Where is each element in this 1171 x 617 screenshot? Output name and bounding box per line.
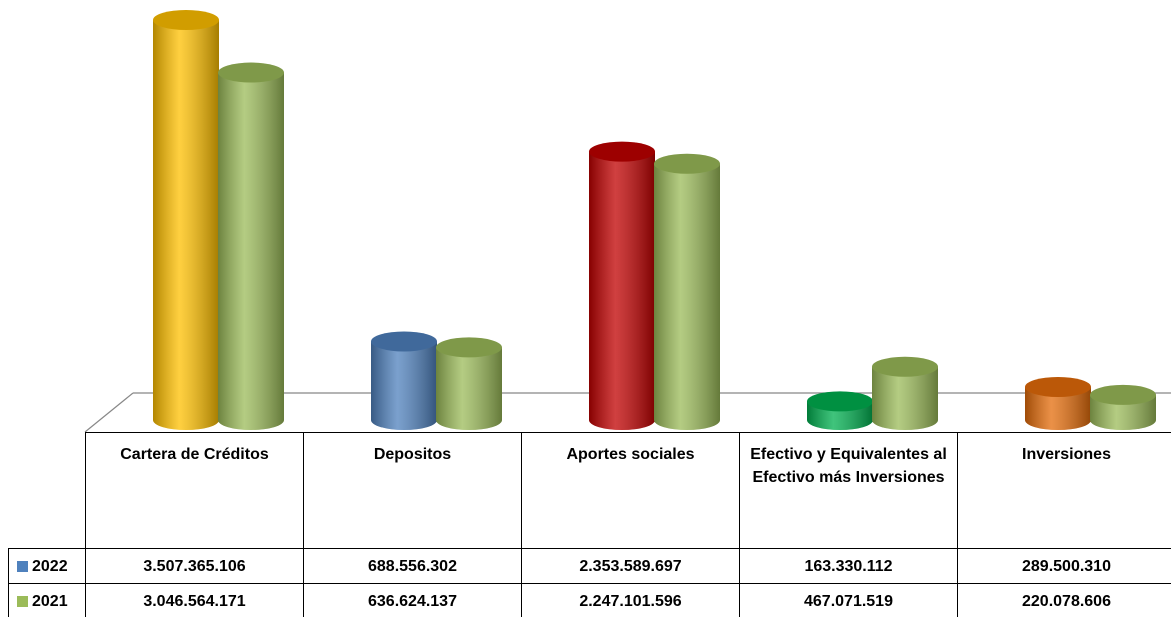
data-label: 3.507.365.106 bbox=[85, 548, 304, 584]
legend-label: 2021 bbox=[32, 592, 68, 610]
data-label: 220.078.606 bbox=[957, 583, 1171, 617]
legend-swatch bbox=[17, 560, 28, 572]
cylinder-top bbox=[1090, 384, 1156, 405]
cylinder-top bbox=[218, 62, 284, 83]
cylinder-top bbox=[371, 331, 437, 352]
cylinder-top bbox=[654, 153, 720, 174]
cylinder-top bbox=[1090, 384, 1156, 405]
category-label: Depositos bbox=[303, 432, 522, 549]
cylinder-top bbox=[371, 331, 437, 352]
cylinder-top bbox=[807, 391, 873, 412]
data-label: 2.247.101.596 bbox=[521, 583, 740, 617]
category-label: Efectivo y Equivalentes al Efectivo más … bbox=[739, 432, 958, 549]
cylinder bbox=[872, 356, 938, 430]
cylinder bbox=[436, 337, 502, 430]
cylinder-body bbox=[436, 347, 502, 420]
cylinder-body bbox=[589, 151, 655, 420]
cylinder-body bbox=[218, 72, 284, 421]
data-label: 467.071.519 bbox=[739, 583, 958, 617]
cylinder-body bbox=[654, 163, 720, 420]
legend-label: 2022 bbox=[32, 557, 68, 575]
cylinder-top bbox=[436, 337, 502, 358]
data-label: 289.500.310 bbox=[957, 548, 1171, 584]
cylinder-top bbox=[436, 337, 502, 358]
legend-entry: 2021 bbox=[8, 583, 86, 617]
cylinder bbox=[807, 391, 873, 430]
floor-edge bbox=[84, 392, 134, 433]
category-label: Aportes sociales bbox=[521, 432, 740, 549]
data-label: 163.330.112 bbox=[739, 548, 958, 584]
cylinder bbox=[371, 331, 437, 430]
legend-swatch bbox=[17, 595, 28, 607]
cylinder bbox=[218, 62, 284, 430]
cylinder bbox=[1090, 384, 1156, 430]
cylinder bbox=[654, 153, 720, 430]
cylinder-top bbox=[807, 391, 873, 412]
cylinder-top bbox=[153, 10, 219, 30]
cylinder bbox=[153, 10, 219, 430]
category-label: Inversiones bbox=[957, 432, 1171, 549]
data-label: 688.556.302 bbox=[303, 548, 522, 584]
cylinder-top bbox=[153, 10, 219, 30]
data-label: 636.624.137 bbox=[303, 583, 522, 617]
cylinder-top bbox=[872, 356, 938, 377]
cylinder-top bbox=[1025, 376, 1091, 397]
cylinder-body bbox=[371, 341, 437, 420]
legend-entry: 2022 bbox=[8, 548, 86, 584]
category-label: Cartera de Créditos bbox=[85, 432, 304, 549]
cylinder-body bbox=[153, 20, 219, 420]
cylinder bbox=[589, 141, 655, 430]
cylinder-top bbox=[218, 62, 284, 83]
cylinder-top bbox=[589, 141, 655, 162]
data-label: 3.046.564.171 bbox=[85, 583, 304, 617]
data-label: 2.353.589.697 bbox=[521, 548, 740, 584]
cylinder-top bbox=[1025, 376, 1091, 397]
cylinder-top bbox=[654, 153, 720, 174]
cylinder bbox=[1025, 376, 1091, 430]
cylinder-top bbox=[589, 141, 655, 162]
cylinder-top bbox=[872, 356, 938, 377]
